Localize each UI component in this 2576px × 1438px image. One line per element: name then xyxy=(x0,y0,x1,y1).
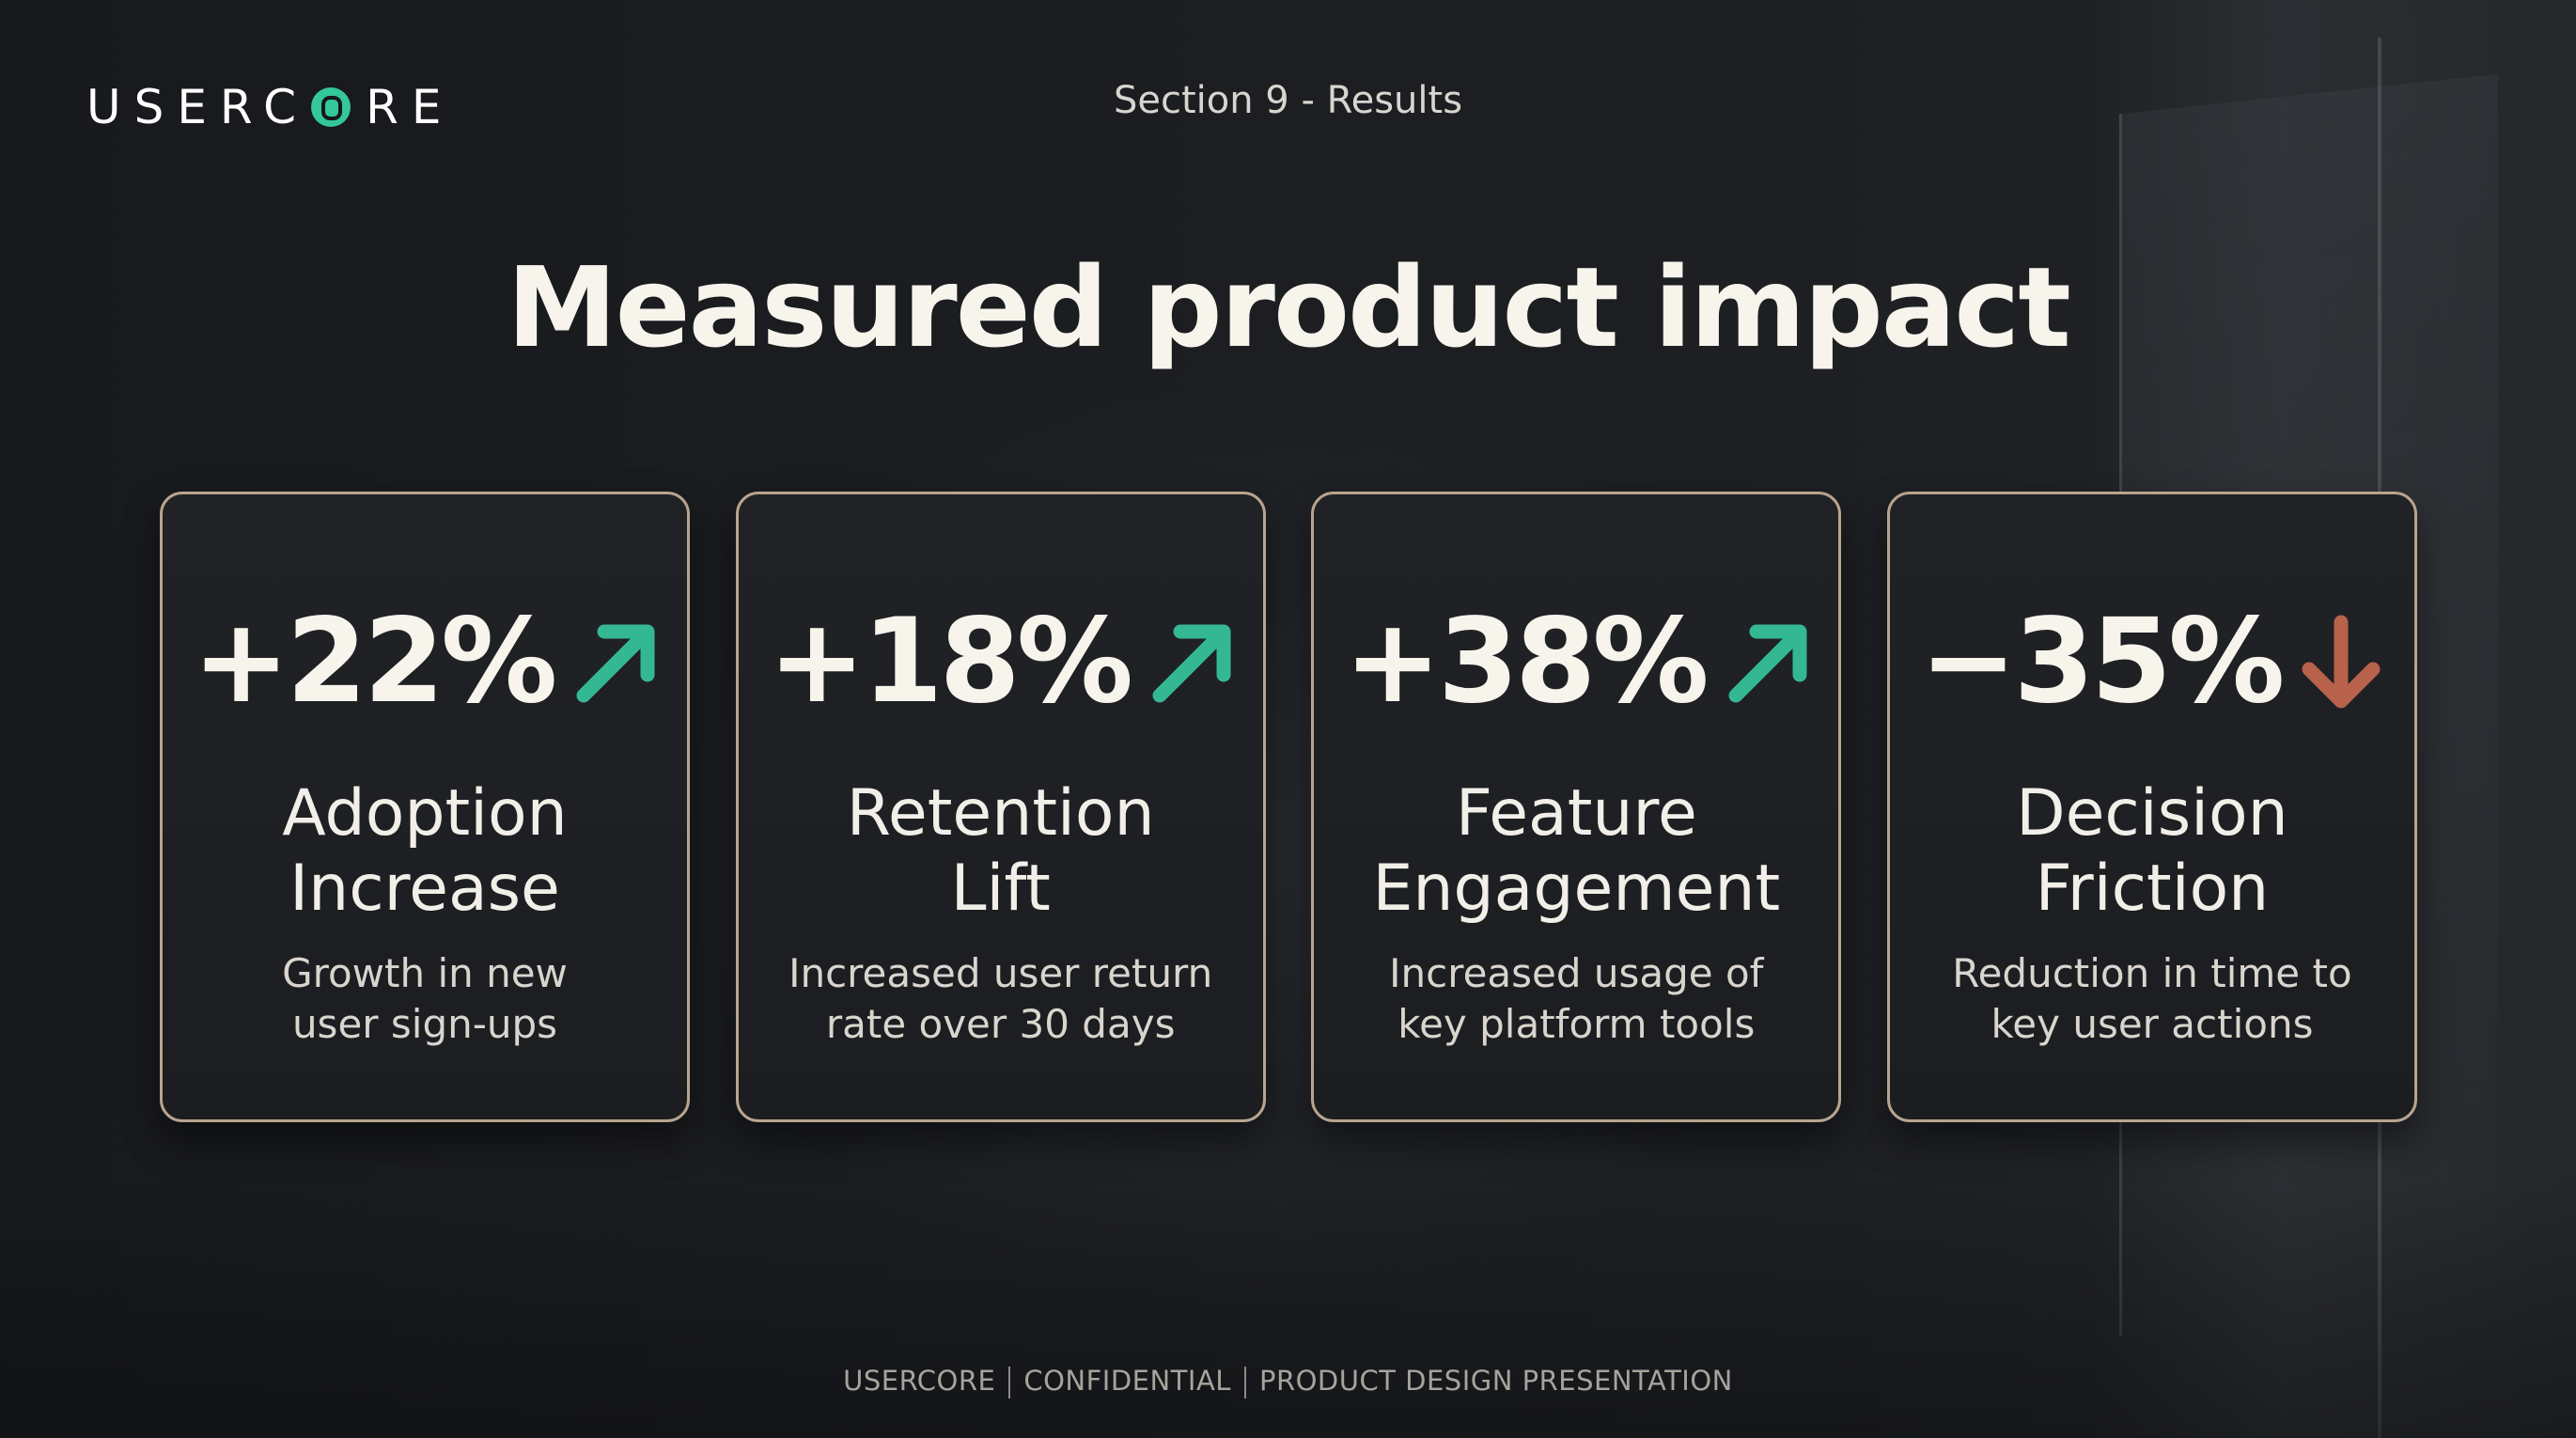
metric-title-line: Retention xyxy=(846,776,1155,851)
metric-description-line: rate over 30 days xyxy=(825,1001,1176,1047)
metric-title-line: Engagement xyxy=(1372,852,1781,926)
metric-description-line: Increased user return xyxy=(788,950,1213,996)
metric-row: +38% xyxy=(1314,596,1838,727)
metric-title: Adoption Increase xyxy=(181,776,668,927)
metric-value: −35% xyxy=(1919,594,2286,729)
logo-text-right: RE xyxy=(366,80,455,134)
metric-card-adoption: +22% Adoption Increase Growth in new use… xyxy=(160,492,690,1122)
arrow-up-right-icon xyxy=(576,624,655,703)
metric-description-line: Growth in new xyxy=(282,950,568,996)
metric-value: +38% xyxy=(1343,594,1710,729)
metric-cards: +22% Adoption Increase Growth in new use… xyxy=(160,492,2417,1126)
footer-brand: USERCORE xyxy=(843,1365,996,1397)
metric-card-friction: −35% Decision Friction Reduction in time… xyxy=(1886,492,2417,1122)
metric-description-line: Reduction in time to xyxy=(1952,950,2352,996)
metric-title-line: Feature xyxy=(1455,776,1697,851)
usercore-logo: USERC RE xyxy=(86,80,454,134)
arrow-down-icon xyxy=(2302,615,2381,709)
footer-confidential: CONFIDENTIAL xyxy=(1023,1365,1231,1397)
metric-title: Decision Friction xyxy=(1909,776,2396,927)
footer-divider xyxy=(1008,1367,1011,1399)
metric-description-line: key platform tools xyxy=(1397,1001,1756,1047)
metric-title-line: Decision xyxy=(2016,776,2288,851)
metric-description: Increased user return rate over 30 days xyxy=(757,948,1244,1050)
metric-description-line: user sign-ups xyxy=(291,1001,558,1047)
logo-mark-icon xyxy=(311,87,351,127)
footer-divider xyxy=(1243,1367,1246,1399)
metric-description-line: key user actions xyxy=(1991,1001,2314,1047)
metric-description: Increased usage of key platform tools xyxy=(1333,948,1819,1050)
background-floor xyxy=(0,1175,2576,1438)
section-label: Section 9 - Results xyxy=(1113,79,1463,122)
page-title: Measured product impact xyxy=(507,242,2071,372)
metric-title-line: Lift xyxy=(950,852,1051,926)
metric-row: −35% xyxy=(1890,596,2414,727)
arrow-up-right-icon xyxy=(1152,624,1231,703)
metric-description: Reduction in time to key user actions xyxy=(1909,948,2396,1050)
metric-row: +18% xyxy=(739,596,1263,727)
metric-title: Retention Lift xyxy=(757,776,1244,927)
metric-title-line: Increase xyxy=(289,852,560,926)
metric-card-engagement: +38% Feature Engagement Increased usage … xyxy=(1311,492,1842,1122)
logo-text-left: USERC xyxy=(86,80,310,134)
metric-title: Feature Engagement xyxy=(1333,776,1819,927)
metric-row: +22% xyxy=(163,596,687,727)
footer-presentation: PRODUCT DESIGN PRESENTATION xyxy=(1258,1365,1733,1397)
metric-value: +18% xyxy=(768,594,1133,729)
metric-description: Growth in new user sign-ups xyxy=(181,948,668,1050)
metric-title-line: Friction xyxy=(2035,852,2270,926)
arrow-up-right-icon xyxy=(1728,624,1807,703)
metric-title-line: Adoption xyxy=(282,776,568,851)
footer: USERCORE CONFIDENTIAL PRODUCT DESIGN PRESE… xyxy=(0,1365,2576,1399)
metric-description-line: Increased usage of xyxy=(1389,950,1764,996)
metric-value: +22% xyxy=(192,594,558,729)
metric-card-retention: +18% Retention Lift Increased user retur… xyxy=(735,492,1266,1122)
